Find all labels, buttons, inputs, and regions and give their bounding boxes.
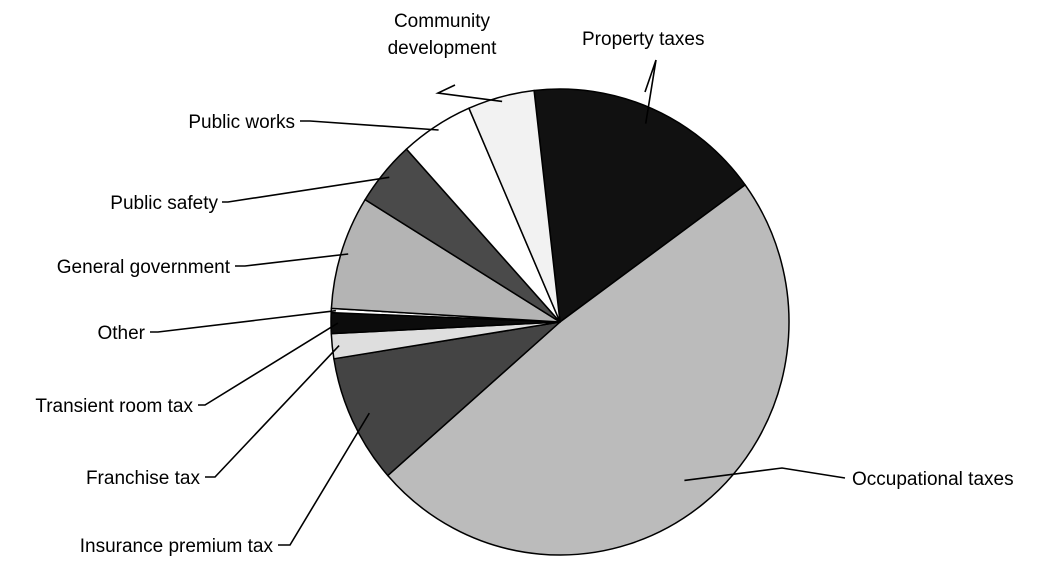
leader-general-government: [235, 253, 349, 267]
label-public-safety: Public safety: [110, 193, 218, 214]
label-public-works: Public works: [188, 112, 295, 133]
slice-community-development: [468, 89, 561, 323]
label-franchise-tax: Franchise tax: [86, 468, 201, 489]
label-occupational-taxes: Occupational taxes: [852, 469, 1014, 490]
slice-property-taxes: [533, 88, 746, 323]
leader-lines: [150, 59, 846, 546]
leader-community-development: [435, 84, 503, 103]
label-property-taxes: Property taxes: [582, 29, 705, 50]
leader-other: [150, 309, 336, 333]
label-general-government: General government: [57, 257, 231, 278]
slice-labels: Property taxes Occupational taxes Insuranc…: [35, 11, 1013, 557]
slice-occupational-taxes: [387, 184, 790, 556]
leader-public-safety: [222, 176, 390, 203]
leader-public-works: [300, 120, 439, 131]
pie-slices: [330, 88, 790, 556]
leader-insurance-premium-tax: [278, 412, 370, 546]
label-community-development: Community development: [388, 11, 498, 59]
slice-general-government: [330, 198, 561, 323]
leader-property-taxes: [644, 59, 657, 124]
leader-transient-room-tax: [198, 322, 339, 406]
label-transient-room-tax: Transient room tax: [35, 396, 193, 417]
leader-franchise-tax: [205, 345, 340, 478]
label-insurance-premium-tax: Insurance premium tax: [80, 536, 274, 557]
label-other: Other: [97, 323, 145, 344]
slice-insurance-premium-tax: [333, 321, 561, 477]
leader-occupational-taxes: [684, 467, 846, 482]
